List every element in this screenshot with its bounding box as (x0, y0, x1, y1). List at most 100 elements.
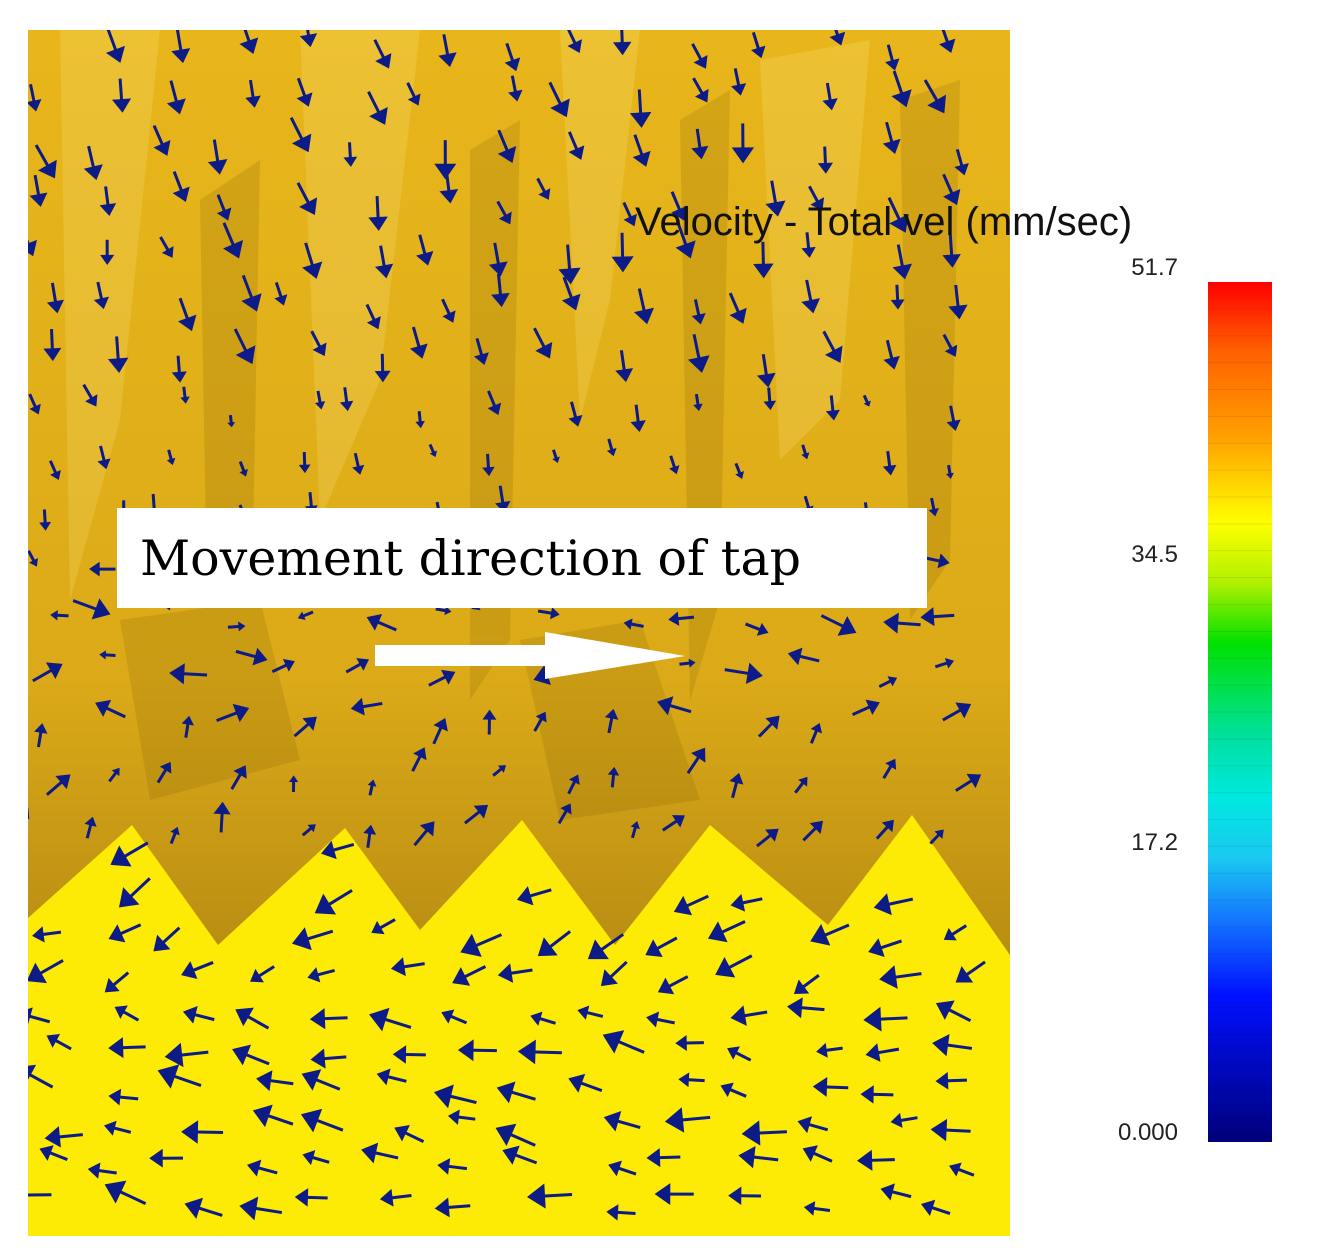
velocity-arrow-icon (920, 1199, 951, 1216)
velocity-arrow-icon (885, 44, 900, 71)
velocity-arrow-icon (668, 611, 695, 626)
velocity-arrow-icon (289, 117, 312, 153)
velocity-arrow-icon (177, 297, 197, 332)
velocity-arrow-icon (181, 715, 194, 738)
velocity-arrow-icon (654, 1183, 694, 1206)
velocity-arrow-icon (934, 657, 955, 669)
velocity-arrow-icon (678, 1072, 705, 1088)
velocity-arrow-icon (707, 920, 746, 943)
velocity-arrow-icon (693, 393, 703, 412)
velocity-arrow-icon (753, 241, 774, 279)
velocity-arrow-icon (339, 387, 354, 412)
velocity-arrow-icon (892, 244, 912, 280)
velocity-arrow-icon (929, 829, 944, 845)
velocity-arrow-icon (729, 772, 744, 799)
velocity-arrow-icon (302, 1150, 330, 1166)
velocity-arrow-icon (34, 144, 57, 179)
velocity-arrow-icon (955, 773, 982, 792)
velocity-arrow-icon (180, 386, 190, 404)
velocity-arrow-icon (730, 1005, 768, 1026)
velocity-arrow-icon (379, 1188, 412, 1207)
velocity-arrow-icon (34, 723, 48, 748)
velocity-arrow-icon (935, 1071, 967, 1090)
velocity-arrow-icon (611, 232, 634, 273)
velocity-arrow-icon (600, 960, 628, 987)
velocity-arrow-icon (153, 926, 181, 952)
velocity-arrow-icon (361, 1142, 399, 1164)
velocity-arrow-icon (492, 765, 507, 777)
velocity-arrow-icon (104, 1180, 147, 1205)
velocity-arrow-icon (171, 355, 187, 383)
velocity-arrow-icon (301, 1069, 341, 1091)
velocity-arrow-icon (112, 78, 132, 113)
velocity-arrow-icon (943, 924, 968, 941)
velocity-arrow-icon (517, 1039, 562, 1065)
colorbar-legend: Velocity - Total vel (mm/sec) 51.7 34.5 … (635, 200, 1272, 1146)
velocity-arrow-icon (230, 765, 247, 790)
velocity-arrow-icon (657, 696, 692, 716)
velocity-arrow-icon (793, 974, 820, 994)
velocity-arrow-icon (891, 70, 912, 108)
velocity-arrow-icon (216, 703, 250, 723)
velocity-arrow-icon (604, 708, 619, 734)
velocity-arrow-icon (612, 30, 632, 56)
velocity-arrow-icon (756, 354, 776, 388)
velocity-arrow-icon (164, 1042, 209, 1068)
velocity-arrow-icon (108, 923, 142, 943)
colorbar (1208, 282, 1272, 1142)
velocity-arrow-icon (801, 232, 816, 258)
velocity-arrow-icon (28, 1182, 52, 1208)
velocity-arrow-icon (691, 43, 708, 69)
velocity-arrow-icon (343, 142, 358, 167)
annotation-label: Movement direction of tap (140, 530, 801, 587)
velocity-arrow-icon (946, 405, 961, 431)
velocity-arrow-icon (274, 281, 288, 306)
plot-area (28, 30, 1010, 1236)
velocity-arrow-icon (29, 174, 48, 207)
velocity-arrow-icon (565, 30, 583, 53)
velocity-arrow-icon (48, 460, 61, 481)
velocity-arrow-icon (367, 91, 388, 125)
velocity-arrow-icon (822, 82, 838, 111)
velocity-arrow-icon (812, 1077, 849, 1097)
velocity-arrow-icon (568, 401, 583, 427)
velocity-arrow-icon (293, 716, 317, 738)
velocity-arrow-icon (441, 1009, 468, 1025)
velocity-arrow-icon (634, 288, 654, 325)
velocity-arrow-icon (487, 390, 502, 416)
velocity-arrow-icon (551, 449, 560, 464)
velocity-arrow-icon (606, 1204, 636, 1221)
velocity-arrow-icon (608, 1160, 637, 1177)
velocity-arrow-icon (97, 445, 111, 470)
velocity-arrow-icon (39, 509, 52, 531)
velocity-arrow-icon (235, 647, 268, 666)
velocity-arrow-icon (738, 1146, 779, 1169)
annotation-box (117, 508, 927, 608)
velocity-arrow-icon (920, 607, 955, 627)
velocity-arrow-icon (110, 841, 149, 867)
velocity-arrow-icon (464, 804, 489, 825)
velocity-arrow-icon (83, 145, 103, 181)
velocity-arrow-icon (882, 758, 897, 779)
velocity-arrow-icon (923, 79, 946, 114)
velocity-arrow-icon (727, 1046, 752, 1062)
velocity-arrow-icon (537, 930, 572, 957)
velocity-arrow-icon (860, 1085, 894, 1104)
velocity-arrow-icon (172, 171, 190, 203)
velocity-arrow-icon (687, 333, 710, 373)
velocity-arrow-icon (949, 1162, 975, 1177)
velocity-arrow-icon (439, 169, 459, 204)
velocity-arrow-icon (100, 239, 115, 266)
velocity-arrow-icon (928, 497, 939, 517)
velocity-arrow-icon (495, 485, 511, 514)
velocity-arrow-icon (557, 803, 572, 825)
velocity-arrow-icon (314, 889, 353, 915)
velocity-arrow-icon (482, 709, 497, 735)
velocity-arrow-icon (105, 30, 125, 63)
velocity-arrow-icon (296, 182, 318, 215)
velocity-arrow-icon (561, 276, 581, 311)
velocity-arrow-icon (645, 936, 678, 958)
velocity-arrow-icon (309, 1008, 348, 1030)
velocity-arrow-icon (99, 650, 116, 660)
